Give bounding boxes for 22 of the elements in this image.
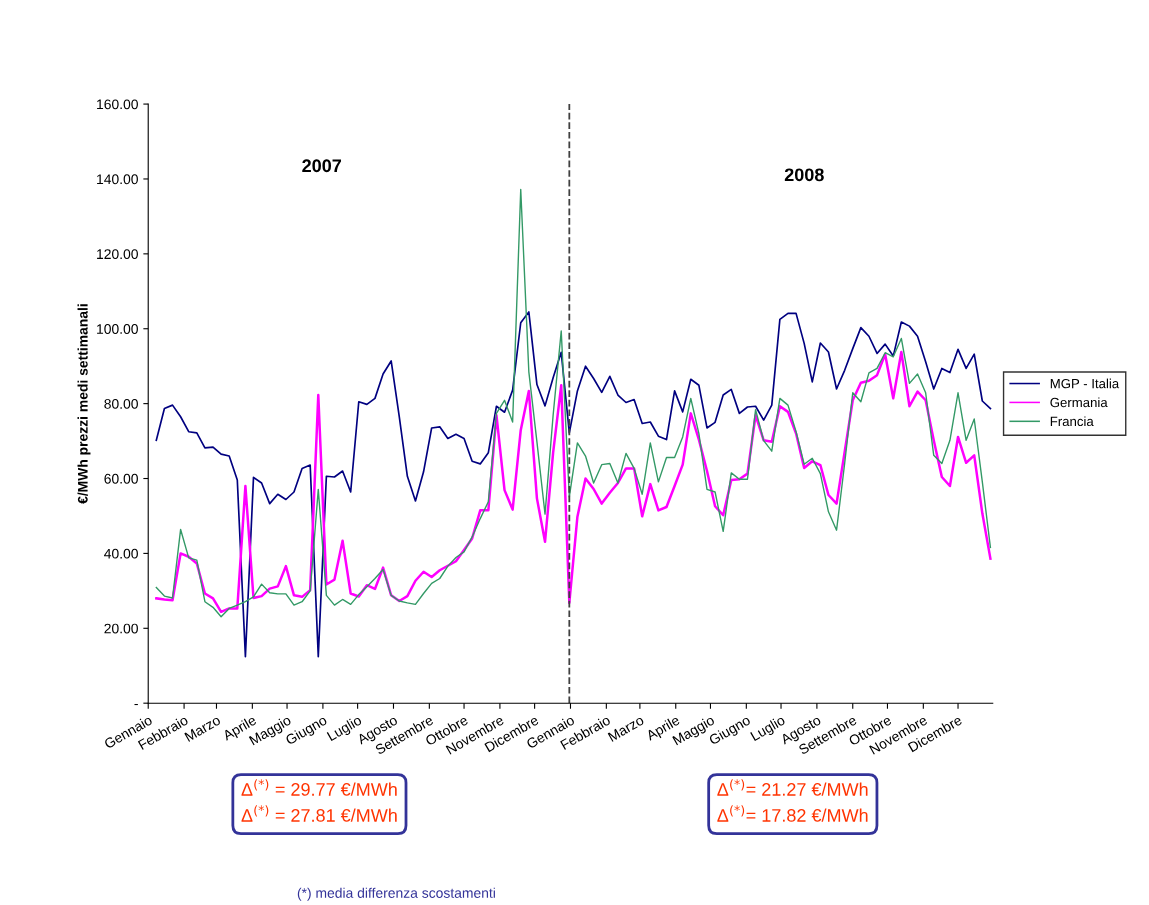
y-tick-label: 120.00: [97, 249, 138, 260]
text: Δ$^{(*)}$ = 27.81 €/MWh: [241, 805, 397, 822]
y-tick-label: 80.00: [104, 398, 138, 409]
y-tick-label: 40.00: [104, 548, 138, 559]
legend-label: Francia: [1050, 416, 1094, 427]
text: Δ$^{(*)}$= 17.82 €/MWh: [717, 805, 868, 822]
annotation: 2007: [302, 159, 342, 173]
legend-label: Germania: [1050, 397, 1108, 408]
y-tick-label: 160.00: [97, 99, 138, 110]
y-tick-label: 20.00: [104, 623, 138, 634]
annotation: 2008: [784, 168, 824, 182]
y-tick-label: 60.00: [104, 473, 138, 484]
line-series: [155, 188, 992, 618]
line-series: [155, 311, 992, 658]
text: (*) media differenza scostamenti: [297, 887, 495, 901]
y-tick-label: -: [134, 703, 138, 706]
y-tick-label: 100.00: [97, 324, 138, 334]
text: Δ$^{(*)}$ = 29.77 €/MWh: [241, 779, 397, 796]
y-tick-label: 140.00: [97, 174, 138, 185]
legend-label: MGP - Italia: [1050, 378, 1120, 389]
text: Δ$^{(*)}$= 21.27 €/MWh: [717, 779, 868, 796]
y-axis-title: €/MWh prezzi medi settimanali: [77, 304, 91, 504]
